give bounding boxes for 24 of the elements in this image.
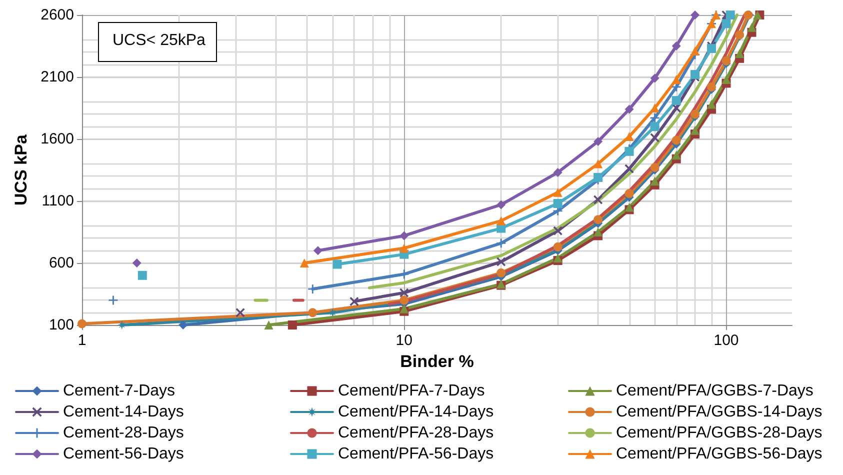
y-tick-label: 1600	[40, 130, 74, 148]
legend-label: Cement/PFA-7-Days	[338, 382, 485, 400]
legend-label: Cement/PFA-14-Days	[338, 404, 494, 420]
y-tick-label: 1100	[42, 192, 74, 210]
x-tick-label: 1	[78, 332, 86, 349]
y-tick-label: 100	[48, 316, 74, 334]
legend-label: Cement/PFA/GGBS-7-Days	[616, 382, 814, 400]
legend-label: Cement-7-Days	[63, 382, 176, 400]
y-tick-label: 600	[48, 254, 74, 272]
legend-label: Cement/PFA-56-Days	[338, 446, 494, 462]
legend-label: Cement-14-Days	[63, 404, 184, 420]
legend-label: Cement-56-Days	[63, 446, 184, 462]
legend-label: Cement/PFA/GGBS-14-Days	[616, 404, 822, 420]
legend-label: Cement-28-Days	[63, 424, 184, 442]
legend-label: Cement/PFA/GGBS-56-Days	[616, 446, 822, 462]
y-axis-title: UCS kPa	[12, 134, 31, 206]
legend-label: Cement/PFA-28-Days	[338, 424, 494, 442]
y-tick-label: 2600	[40, 6, 74, 24]
y-tick-label: 2100	[40, 68, 74, 86]
x-tick-label: 10	[396, 332, 412, 349]
legend-label: Cement/PFA/GGBS-28-Days	[616, 424, 822, 442]
x-tick-label: 100	[714, 332, 739, 349]
x-axis-title: Binder %	[400, 352, 474, 371]
annotation: UCS< 25kPa	[112, 32, 206, 49]
